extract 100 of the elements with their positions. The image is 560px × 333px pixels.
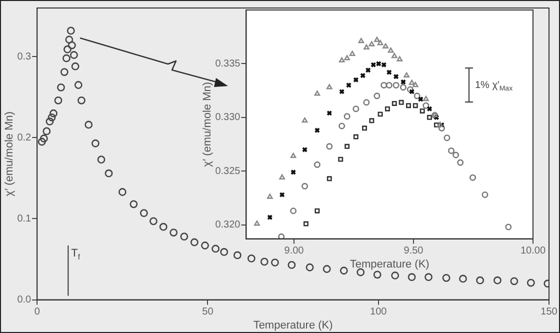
point <box>322 265 331 273</box>
point <box>290 169 296 176</box>
point <box>302 146 308 152</box>
point <box>426 106 432 112</box>
point <box>386 82 392 88</box>
point <box>326 84 332 90</box>
point <box>46 118 54 126</box>
point <box>130 200 138 208</box>
point <box>314 90 320 96</box>
point <box>314 208 320 214</box>
point <box>201 242 209 250</box>
x-tick-label: 50 <box>202 306 214 318</box>
point <box>452 152 460 158</box>
point <box>368 41 375 46</box>
point <box>482 192 488 198</box>
point <box>338 88 345 94</box>
point <box>233 251 242 260</box>
point <box>346 82 352 88</box>
y-axis-title: χ′ (emu/mole Mn) <box>4 111 16 196</box>
point <box>505 224 512 230</box>
point <box>396 56 403 62</box>
point <box>54 96 62 104</box>
point <box>338 122 346 130</box>
point <box>358 38 364 44</box>
point <box>376 60 382 67</box>
point <box>190 238 198 246</box>
point <box>381 62 387 68</box>
point <box>290 208 297 214</box>
point <box>71 62 80 70</box>
point <box>303 221 308 226</box>
point <box>400 79 406 85</box>
point <box>220 248 228 256</box>
point <box>271 258 279 266</box>
point <box>386 69 392 76</box>
y-tick-label: 0.0 <box>17 294 32 306</box>
point <box>352 106 360 112</box>
point <box>377 40 384 46</box>
point <box>374 36 380 42</box>
point <box>38 138 46 146</box>
point <box>423 96 429 102</box>
point <box>360 72 366 78</box>
point <box>340 266 348 275</box>
y-tick-label: 0.1 <box>17 213 32 224</box>
point <box>104 169 113 178</box>
point <box>92 139 100 148</box>
point <box>140 209 148 218</box>
point <box>365 67 371 73</box>
y-tick-label: 0.325 <box>215 166 241 177</box>
point <box>408 80 415 85</box>
point <box>362 126 368 131</box>
point <box>349 50 356 56</box>
y-tick-label: 0.3 <box>17 51 32 62</box>
point <box>65 36 74 44</box>
x-tick-label: 10.00 <box>520 246 546 257</box>
point <box>50 109 58 118</box>
point <box>406 103 411 108</box>
point <box>422 102 430 109</box>
point <box>279 174 285 180</box>
point <box>84 120 93 129</box>
point <box>66 26 75 35</box>
point <box>373 270 382 279</box>
point <box>42 127 51 136</box>
point <box>353 134 358 140</box>
point <box>434 114 440 120</box>
point <box>412 82 418 88</box>
point <box>382 43 388 48</box>
point <box>260 258 268 266</box>
point <box>414 92 420 100</box>
point <box>391 272 400 280</box>
point <box>448 147 455 154</box>
point <box>392 82 400 88</box>
point <box>510 277 518 286</box>
point <box>420 108 425 114</box>
point <box>364 44 370 50</box>
point <box>393 74 399 80</box>
x-tick-label: 9.50 <box>404 246 424 257</box>
point <box>400 84 406 91</box>
point <box>306 263 314 272</box>
point <box>288 260 296 269</box>
x-tick-label: 9.00 <box>284 246 304 257</box>
point <box>74 81 82 89</box>
point <box>391 52 398 58</box>
point <box>408 273 416 282</box>
point <box>374 92 380 100</box>
point <box>212 244 220 253</box>
x-axis-title: Temperature (K) <box>253 319 333 332</box>
point <box>57 83 65 92</box>
point <box>353 76 359 83</box>
point <box>442 274 450 282</box>
point <box>344 113 350 120</box>
y-tick-label: 0.2 <box>17 132 32 144</box>
point <box>78 96 86 104</box>
x-tick-label: 0 <box>34 306 40 318</box>
point <box>278 233 285 239</box>
point <box>60 68 68 76</box>
x-axis-title: Temperature (K) <box>350 258 430 270</box>
point <box>314 161 320 168</box>
point <box>380 82 388 88</box>
point <box>444 134 450 142</box>
point <box>427 114 432 120</box>
